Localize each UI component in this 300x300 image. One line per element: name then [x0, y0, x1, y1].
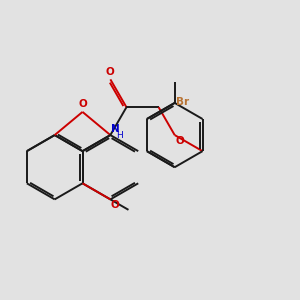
Text: O: O	[106, 67, 115, 77]
Text: O: O	[111, 200, 120, 210]
Text: O: O	[78, 99, 87, 109]
Text: Br: Br	[176, 97, 189, 107]
Text: N: N	[111, 124, 120, 134]
Text: O: O	[175, 136, 184, 146]
Text: H: H	[116, 131, 123, 140]
